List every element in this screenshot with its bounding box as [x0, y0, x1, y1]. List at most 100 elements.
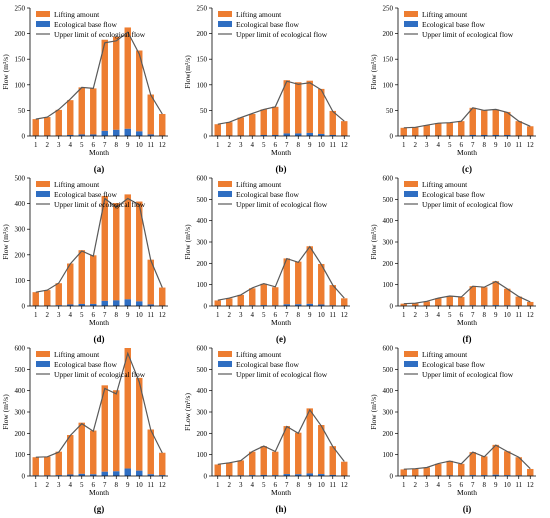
bar-ecological-base-flow — [329, 134, 336, 136]
bar-lifting-amount — [44, 456, 51, 476]
legend-label-lifting: Lifting amount — [54, 350, 100, 359]
upper-limit-line — [35, 197, 163, 293]
y-tick-label: 0 — [390, 133, 394, 141]
y-axis-label: Flow (m³/s) — [1, 54, 10, 90]
y-tick-label: 250 — [197, 5, 208, 13]
bar-lifting-amount — [147, 94, 154, 135]
y-tick-label: 0 — [22, 303, 26, 311]
bar-lifting-amount — [283, 80, 290, 134]
upper-limit-line — [35, 351, 163, 458]
x-axis-label: Month — [457, 488, 477, 497]
bar-lifting-amount — [412, 468, 419, 476]
y-tick-label: 200 — [383, 430, 394, 438]
y-tick-label: 400 — [383, 387, 394, 395]
x-tick-label: 8 — [115, 141, 119, 149]
bar-lifting-amount — [124, 27, 131, 129]
x-tick-label: 3 — [425, 311, 429, 319]
bar-lifting-amount — [400, 127, 407, 136]
bar-lifting-amount — [136, 50, 143, 132]
legend-swatch-base — [404, 191, 418, 197]
x-tick-label: 5 — [262, 481, 266, 489]
legend-label-upper: Upper limit of ecological flow — [422, 200, 514, 209]
x-tick-label: 9 — [308, 311, 312, 319]
y-tick-label: 250 — [383, 5, 394, 13]
bar-lifting-amount — [249, 288, 256, 306]
bar-lifting-amount — [515, 457, 522, 476]
x-tick-label: 6 — [92, 311, 96, 319]
legend-swatch-base — [36, 191, 50, 197]
bar-lifting-amount — [318, 425, 325, 475]
x-axis-label: Month — [271, 148, 291, 157]
x-tick-label: 5 — [80, 141, 84, 149]
bar-ecological-base-flow — [283, 133, 290, 136]
x-tick-label: 7 — [285, 311, 289, 319]
bar-lifting-amount — [306, 246, 313, 304]
bar-ecological-base-flow — [481, 475, 488, 476]
x-tick-label: 9 — [494, 311, 498, 319]
bar-lifting-amount — [283, 258, 290, 305]
upper-limit-line — [403, 107, 531, 129]
bar-lifting-amount — [113, 36, 120, 130]
x-axis-label: Month — [457, 318, 477, 327]
x-tick-label: 12 — [159, 141, 167, 149]
panel-label: (h) — [276, 504, 287, 514]
bar-lifting-amount — [492, 444, 499, 475]
x-tick-label: 1 — [216, 481, 220, 489]
bar-lifting-amount — [329, 110, 336, 135]
x-tick-label: 6 — [92, 481, 96, 489]
legend-swatch-lifting — [218, 351, 232, 357]
x-tick-label: 12 — [341, 141, 349, 149]
legend-swatch-lifting — [218, 181, 232, 187]
bar-lifting-amount — [481, 110, 488, 135]
bar-ecological-base-flow — [469, 475, 476, 476]
x-tick-label: 9 — [308, 481, 312, 489]
x-tick-label: 2 — [46, 141, 50, 149]
bar-ecological-base-flow — [249, 475, 256, 476]
bar-lifting-amount — [435, 463, 442, 476]
bar-ecological-base-flow — [78, 134, 85, 136]
bar-lifting-amount — [412, 127, 419, 136]
bar-lifting-amount — [237, 294, 244, 306]
bar-ecological-base-flow — [283, 304, 290, 306]
x-tick-label: 2 — [414, 481, 418, 489]
panel-label: (e) — [276, 334, 286, 344]
bar-ecological-base-flow — [101, 300, 108, 306]
legend-swatch-base — [404, 21, 418, 27]
bar-lifting-amount — [400, 469, 407, 476]
bar-ecological-base-flow — [306, 303, 313, 306]
y-tick-label: 50 — [200, 107, 208, 115]
bar-lifting-amount — [412, 303, 419, 306]
bar-ecological-base-flow — [124, 468, 131, 476]
bar-ecological-base-flow — [113, 300, 120, 306]
legend-label-lifting: Lifting amount — [422, 10, 468, 19]
bar-ecological-base-flow — [78, 473, 85, 476]
x-tick-label: 5 — [262, 311, 266, 319]
bar-lifting-amount — [226, 298, 233, 306]
x-tick-label: 5 — [262, 141, 266, 149]
x-tick-label: 5 — [448, 481, 452, 489]
y-tick-label: 500 — [15, 366, 26, 374]
x-tick-label: 10 — [504, 481, 512, 489]
y-tick-label: 600 — [197, 175, 208, 183]
x-tick-label: 11 — [329, 481, 336, 489]
x-tick-label: 12 — [159, 311, 167, 319]
bar-ecological-base-flow — [283, 474, 290, 476]
x-tick-label: 3 — [57, 141, 61, 149]
x-tick-label: 9 — [494, 141, 498, 149]
y-tick-label: 100 — [15, 81, 26, 89]
bar-lifting-amount — [435, 123, 442, 136]
bar-ecological-base-flow — [159, 475, 166, 476]
x-axis-label: Month — [89, 488, 109, 497]
legend-label-base: Ecological base flow — [422, 190, 485, 199]
bar-ecological-base-flow — [492, 474, 499, 476]
legend-swatch-lifting — [218, 11, 232, 17]
bar-ecological-base-flow — [504, 134, 511, 136]
x-tick-label: 11 — [515, 141, 522, 149]
bar-lifting-amount — [237, 117, 244, 136]
x-tick-label: 12 — [341, 311, 349, 319]
x-tick-label: 2 — [228, 141, 232, 149]
x-axis-label: Month — [271, 488, 291, 497]
y-tick-label: 100 — [383, 81, 394, 89]
